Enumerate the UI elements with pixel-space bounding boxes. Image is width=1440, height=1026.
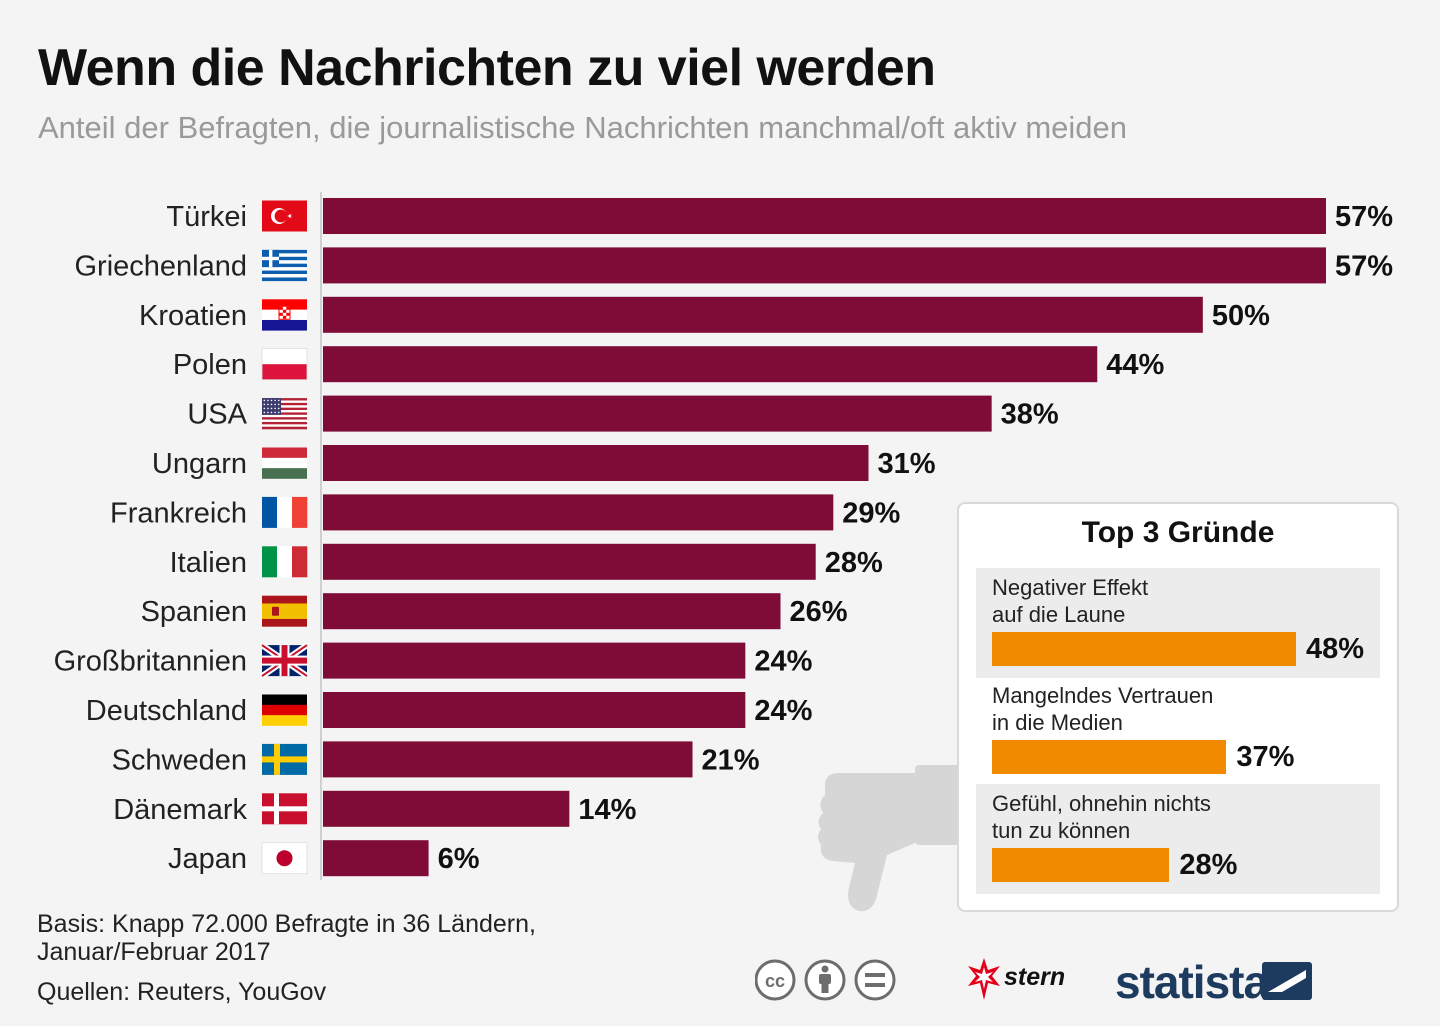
top-reasons-title: Top 3 Gründe <box>1081 516 1275 549</box>
license-icons[interactable]: cc <box>755 958 900 1002</box>
sweden-flag-icon <box>262 743 307 775</box>
thumbs-down-icon <box>818 765 960 912</box>
value-label: 38% <box>1001 399 1059 431</box>
svg-text:cc: cc <box>765 971 785 991</box>
denmark-flag-icon <box>262 793 307 825</box>
hungary-flag-icon <box>262 447 307 479</box>
country-label: Italien <box>170 547 247 579</box>
stern-text: stern <box>1004 963 1065 991</box>
poland-flag-icon <box>261 348 308 381</box>
value-label: 21% <box>702 744 760 776</box>
bar <box>323 642 746 679</box>
statista-logo-icon <box>1262 962 1312 1000</box>
country-label: Spanien <box>141 596 247 628</box>
country-label: Japan <box>168 843 247 875</box>
reason-item: Gefühl, ohnehin nichts tun zu können 28% <box>976 784 1380 894</box>
reason-bar <box>992 740 1227 774</box>
reason-label-line: tun zu können <box>992 818 1131 843</box>
attribution-icon[interactable] <box>804 959 846 1001</box>
footer-basis: Basis: Knapp 72.000 Befragte in 36 Lände… <box>37 910 536 966</box>
reason-label-line: Gefühl, ohnehin nichts <box>992 791 1211 816</box>
country-label: Ungarn <box>152 448 247 480</box>
croatia-flag-icon <box>262 299 307 331</box>
japan-flag-icon <box>261 842 308 875</box>
value-label: 6% <box>438 843 480 875</box>
bar <box>323 296 1203 333</box>
value-label: 14% <box>578 794 636 826</box>
value-label: 24% <box>754 646 812 678</box>
cc-icon[interactable]: cc <box>755 959 796 1001</box>
country-label: Polen <box>173 349 247 381</box>
country-label: USA <box>187 399 247 431</box>
reason-label: Negativer Effekt auf die Laune <box>992 574 1292 628</box>
bar <box>323 840 429 877</box>
italy-flag-icon <box>262 546 308 578</box>
country-label: Griechenland <box>75 250 248 282</box>
country-label: Deutschland <box>86 695 247 727</box>
value-label: 29% <box>842 497 900 529</box>
bar <box>323 494 834 531</box>
spain-flag-icon <box>262 595 307 627</box>
country-label: Kroatien <box>139 300 247 332</box>
value-label: 31% <box>877 448 935 480</box>
greece-flag-icon <box>262 249 307 282</box>
france-flag-icon <box>262 496 308 528</box>
bar <box>323 543 816 580</box>
chart-subtitle: Anteil der Befragten, die journalistisch… <box>38 110 1127 145</box>
value-label: 28% <box>825 547 883 579</box>
footer-sources: Quellen: Reuters, YouGov <box>37 978 327 1006</box>
country-label: Großbritannien <box>54 646 247 678</box>
value-label: 26% <box>790 596 848 628</box>
value-label: 50% <box>1212 300 1270 332</box>
bar <box>323 741 693 778</box>
bar <box>323 593 781 630</box>
reason-value: 28% <box>1179 849 1238 881</box>
reason-bar <box>992 632 1296 666</box>
country-label: Dänemark <box>113 794 247 826</box>
reason-label-line: Mangelndes Vertrauen <box>992 683 1214 708</box>
reason-item: Negativer Effekt auf die Laune 48% <box>976 568 1380 678</box>
usa-flag-icon <box>262 398 307 430</box>
bar <box>323 247 1326 284</box>
footer-basis-line: Januar/Februar 2017 <box>37 938 271 966</box>
bar <box>323 346 1098 383</box>
stern-logo[interactable]: stern <box>968 958 1088 1002</box>
value-label: 44% <box>1106 349 1164 381</box>
reason-label-line: Negativer Effekt <box>992 575 1149 600</box>
reason-value: 37% <box>1236 741 1295 773</box>
reason-label: Mangelndes Vertrauen in die Medien <box>992 682 1292 736</box>
country-label: Frankreich <box>110 497 247 529</box>
bar <box>323 198 1326 234</box>
chart-title: Wenn die Nachrichten zu viel werden <box>38 39 936 97</box>
germany-flag-icon <box>262 694 307 726</box>
bar <box>323 445 869 481</box>
turkey-flag-icon <box>262 200 307 232</box>
value-label: 24% <box>754 695 812 727</box>
reason-label-line: in die Medien <box>992 710 1123 735</box>
reason-item: Mangelndes Vertrauen in die Medien 37% <box>976 676 1380 786</box>
reason-label-line: auf die Laune <box>992 602 1126 627</box>
country-label: Schweden <box>112 744 247 776</box>
bar <box>323 395 992 432</box>
statista-logo-text[interactable]: statista <box>1115 956 1269 1008</box>
top-reasons-panel: Top 3 Gründe Negativer Effekt auf die La… <box>957 502 1399 912</box>
value-label: 57% <box>1335 201 1393 233</box>
value-label: 57% <box>1335 250 1393 282</box>
no-derivatives-icon[interactable] <box>854 959 896 1001</box>
bar <box>323 692 746 728</box>
uk-flag-icon <box>260 642 309 679</box>
reason-bar <box>992 848 1170 882</box>
country-label: Türkei <box>166 201 247 233</box>
footer-basis-line: Basis: Knapp 72.000 Befragte in 36 Lände… <box>37 910 536 938</box>
bar <box>323 790 570 827</box>
reason-label: Gefühl, ohnehin nichts tun zu können <box>992 790 1292 844</box>
reason-value: 48% <box>1306 633 1365 665</box>
